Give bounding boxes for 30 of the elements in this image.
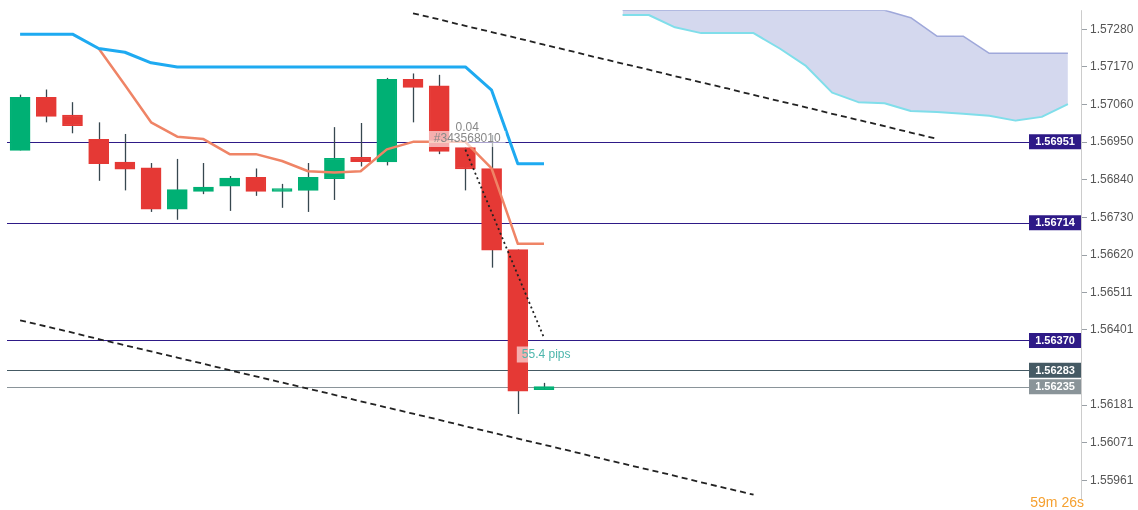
candlestick [297, 162, 319, 213]
annotation: 55.4 pips [521, 346, 571, 361]
y-tick-label: 1.56071 [1090, 435, 1134, 450]
ref-line-label: 1.56283 [1035, 363, 1075, 376]
y-tick-label: 1.57060 [1090, 96, 1134, 111]
candlestick [245, 167, 267, 197]
ref-line-label: 1.56370 [1035, 334, 1075, 347]
y-tick-label: 1.56181 [1090, 397, 1134, 412]
candlestick [62, 101, 83, 134]
candlestick [219, 175, 240, 212]
y-tick-label: 1.57170 [1090, 59, 1134, 74]
y-tick-label: 1.55961 [1090, 472, 1134, 487]
y-tick-label: 1.56730 [1090, 209, 1134, 224]
ref-line-label: 1.56235 [1035, 380, 1075, 393]
y-tick-label: 1.56401 [1090, 322, 1134, 337]
candlestick [402, 72, 424, 123]
candlestick [88, 121, 110, 182]
candlestick [350, 122, 371, 168]
y-tick-label: 1.56511 [1090, 284, 1133, 299]
annotation: 59m 26s [1030, 493, 1084, 510]
candlestick [114, 133, 136, 192]
y-tick-label: 1.56620 [1090, 247, 1134, 262]
line-series [19, 319, 755, 496]
y-tick-label: 1.56950 [1090, 134, 1134, 149]
candlestick [166, 158, 188, 221]
ref-line-label: 1.56714 [1035, 216, 1076, 229]
y-tick-label: 1.56840 [1090, 172, 1134, 187]
y-tick-label: 1.57280 [1090, 21, 1134, 36]
ref-line-label: 1.56951 [1035, 135, 1075, 148]
candlestick [35, 88, 57, 123]
